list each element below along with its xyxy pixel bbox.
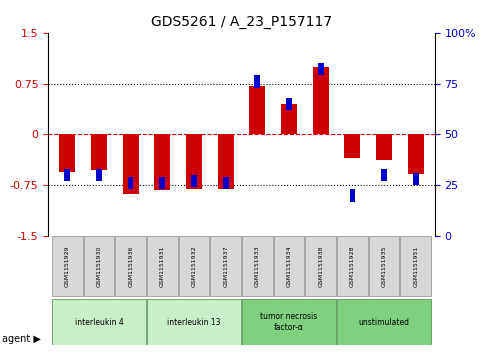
Bar <box>376 134 392 160</box>
FancyBboxPatch shape <box>211 236 241 296</box>
Bar <box>96 169 102 181</box>
Bar <box>286 98 292 110</box>
Bar <box>318 63 324 76</box>
FancyBboxPatch shape <box>242 236 272 296</box>
Text: unstimulated: unstimulated <box>358 318 410 327</box>
Text: GSM1151936: GSM1151936 <box>128 245 133 287</box>
Text: tumor necrosis
factor-α: tumor necrosis factor-α <box>260 312 318 332</box>
Bar <box>64 169 70 181</box>
Bar <box>128 177 133 189</box>
Text: GSM1151935: GSM1151935 <box>382 245 386 287</box>
Text: GSM1151930: GSM1151930 <box>97 245 101 287</box>
Text: GSM1151938: GSM1151938 <box>318 245 323 287</box>
Bar <box>155 134 170 190</box>
Bar <box>255 76 260 87</box>
Text: GSM1151928: GSM1151928 <box>350 245 355 287</box>
Text: GSM1151933: GSM1151933 <box>255 245 260 287</box>
Bar <box>218 134 234 189</box>
FancyBboxPatch shape <box>52 236 83 296</box>
FancyBboxPatch shape <box>147 299 241 345</box>
Text: interleukin 13: interleukin 13 <box>167 318 221 327</box>
FancyBboxPatch shape <box>84 236 114 296</box>
FancyBboxPatch shape <box>242 299 336 345</box>
FancyBboxPatch shape <box>400 236 431 296</box>
Bar <box>350 189 355 202</box>
Bar <box>344 134 360 158</box>
Bar <box>281 104 297 134</box>
Bar <box>159 177 165 189</box>
Text: GSM1151931: GSM1151931 <box>160 245 165 287</box>
FancyBboxPatch shape <box>52 299 146 345</box>
Bar <box>123 134 139 194</box>
Bar <box>91 134 107 170</box>
FancyBboxPatch shape <box>369 236 399 296</box>
Text: GSM1151934: GSM1151934 <box>286 245 292 287</box>
Bar <box>223 177 228 189</box>
Text: GSM1151929: GSM1151929 <box>65 245 70 287</box>
Text: GDS5261 / A_23_P157117: GDS5261 / A_23_P157117 <box>151 15 332 29</box>
Bar <box>186 134 202 189</box>
Bar <box>408 134 424 174</box>
FancyBboxPatch shape <box>337 236 368 296</box>
Bar <box>249 86 265 134</box>
Bar <box>191 175 197 187</box>
FancyBboxPatch shape <box>305 236 336 296</box>
FancyBboxPatch shape <box>274 236 304 296</box>
Text: GSM1151937: GSM1151937 <box>223 245 228 287</box>
Bar <box>59 134 75 172</box>
Bar <box>313 66 328 134</box>
FancyBboxPatch shape <box>115 236 146 296</box>
Bar <box>413 173 419 185</box>
FancyBboxPatch shape <box>337 299 431 345</box>
Text: GSM1151932: GSM1151932 <box>191 245 197 287</box>
Text: interleukin 4: interleukin 4 <box>74 318 123 327</box>
Bar <box>381 169 387 181</box>
Text: agent ▶: agent ▶ <box>2 334 41 344</box>
Text: GSM1151951: GSM1151951 <box>413 245 418 287</box>
FancyBboxPatch shape <box>147 236 178 296</box>
FancyBboxPatch shape <box>179 236 209 296</box>
